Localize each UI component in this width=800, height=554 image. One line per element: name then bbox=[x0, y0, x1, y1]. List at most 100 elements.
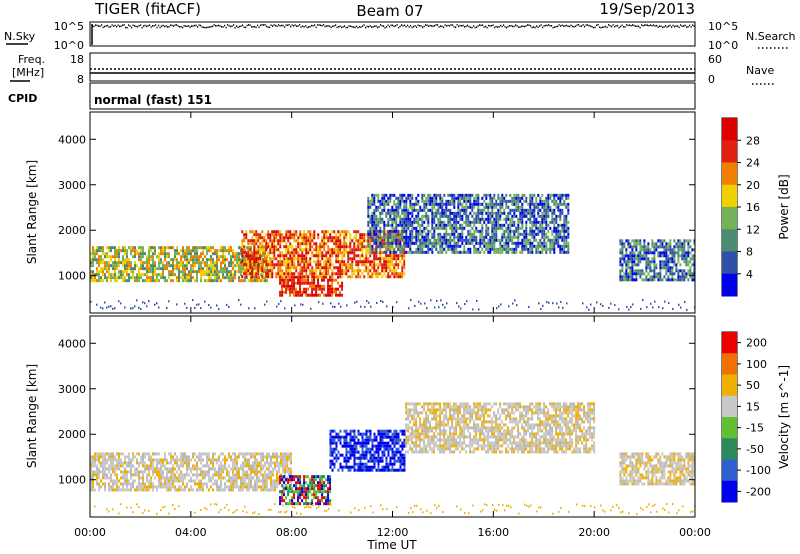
heatmap-cell bbox=[309, 242, 312, 246]
heatmap-cell bbox=[389, 263, 392, 267]
heatmap-cell bbox=[557, 205, 560, 209]
heatmap-cell bbox=[100, 267, 102, 271]
heatmap-cell bbox=[533, 244, 536, 248]
noise-point bbox=[372, 26, 374, 28]
heatmap-cell bbox=[343, 263, 346, 267]
heatmap-cell bbox=[144, 273, 146, 277]
heatmap-cell bbox=[154, 470, 156, 474]
noise-point bbox=[546, 24, 548, 27]
heatmap-cell bbox=[689, 269, 692, 273]
heatmap-cell bbox=[331, 230, 334, 234]
heatmap-cell bbox=[271, 266, 274, 270]
heatmap-cell bbox=[148, 276, 150, 280]
heatmap-cell bbox=[114, 455, 116, 459]
heatmap-cell bbox=[301, 233, 304, 237]
heatmap-cell bbox=[355, 248, 358, 252]
heatmap-cell bbox=[277, 254, 280, 258]
heatmap-cell bbox=[330, 302, 332, 305]
heatmap-cell bbox=[405, 235, 408, 239]
heatmap-cell bbox=[527, 208, 530, 212]
heatmap-cell bbox=[192, 467, 194, 471]
heatmap-cell bbox=[261, 236, 264, 240]
heatmap-cell bbox=[285, 281, 288, 285]
noise-point bbox=[135, 25, 137, 28]
heatmap-cell bbox=[182, 267, 184, 271]
heatmap-cell bbox=[224, 267, 226, 271]
heatmap-cell bbox=[635, 254, 638, 258]
heatmap-cell bbox=[124, 270, 126, 274]
heatmap-cell bbox=[148, 300, 150, 303]
heatmap-cell bbox=[208, 476, 210, 480]
heatmap-cell bbox=[431, 202, 434, 206]
heatmap-cell bbox=[104, 301, 106, 304]
heatmap-cell bbox=[691, 272, 694, 276]
heatmap-cell bbox=[289, 254, 292, 258]
heatmap-cell bbox=[403, 235, 406, 239]
noise-point bbox=[155, 24, 157, 26]
heatmap-cell bbox=[279, 290, 282, 294]
heatmap-cell bbox=[116, 476, 118, 480]
heatmap-cell bbox=[257, 272, 260, 276]
heatmap-cell bbox=[289, 275, 292, 279]
heatmap-cell bbox=[359, 236, 362, 240]
heatmap-cell bbox=[377, 229, 380, 233]
heatmap-cell bbox=[445, 202, 448, 206]
heatmap-cell bbox=[453, 235, 456, 239]
heatmap-cell bbox=[263, 245, 266, 249]
heatmap-cell bbox=[216, 276, 218, 280]
heatmap-cell bbox=[447, 238, 450, 242]
heatmap-cell bbox=[679, 278, 682, 282]
heatmap-cell bbox=[266, 270, 268, 274]
heatmap-cell bbox=[529, 211, 532, 215]
heatmap-cell bbox=[477, 208, 480, 212]
heatmap-cell bbox=[515, 235, 518, 239]
heatmap-cell bbox=[310, 307, 312, 310]
noise-point bbox=[425, 24, 427, 26]
heatmap-cell bbox=[669, 260, 672, 264]
heatmap-cell bbox=[160, 476, 162, 480]
heatmap-cell bbox=[128, 479, 130, 483]
heatmap-cell bbox=[499, 244, 502, 248]
heatmap-cell bbox=[347, 251, 350, 255]
heatmap-cell bbox=[343, 245, 346, 249]
heatmap-cell bbox=[122, 270, 124, 274]
heatmap-cell bbox=[102, 246, 104, 250]
colorbar-swatch bbox=[722, 118, 737, 141]
noise-point bbox=[363, 24, 365, 26]
heatmap-cell bbox=[337, 242, 340, 246]
heatmap-cell bbox=[269, 233, 272, 237]
heatmap-cell bbox=[240, 279, 242, 283]
noise-point bbox=[518, 26, 520, 28]
heatmap-cell bbox=[186, 267, 188, 271]
heatmap-cell bbox=[533, 238, 536, 242]
heatmap-cell bbox=[495, 217, 498, 221]
heatmap-cell bbox=[230, 273, 232, 277]
heatmap-cell bbox=[262, 258, 264, 262]
heatmap-cell bbox=[459, 250, 462, 254]
heatmap-cell bbox=[204, 473, 206, 477]
noise-point bbox=[651, 24, 653, 27]
heatmap-cell bbox=[118, 458, 120, 462]
heatmap-cell bbox=[180, 258, 182, 262]
freq-panel bbox=[89, 52, 696, 82]
heatmap-cell bbox=[473, 199, 476, 203]
heatmap-cell bbox=[138, 273, 140, 277]
noise-point bbox=[669, 24, 671, 27]
heatmap-cell bbox=[687, 278, 690, 282]
heatmap-cell bbox=[184, 485, 186, 489]
heatmap-cell bbox=[257, 269, 260, 273]
heatmap-cell bbox=[269, 257, 272, 261]
noise-point bbox=[309, 25, 311, 28]
heatmap-cell bbox=[192, 246, 194, 250]
heatmap-cell bbox=[371, 226, 374, 230]
heatmap-cell bbox=[164, 452, 166, 456]
heatmap-cell bbox=[198, 264, 200, 268]
heatmap-cell bbox=[176, 279, 178, 283]
heatmap-cell bbox=[112, 455, 114, 459]
heatmap-cell bbox=[136, 473, 138, 477]
heatmap-cell bbox=[108, 276, 110, 280]
heatmap-cell bbox=[192, 473, 194, 477]
heatmap-cell bbox=[222, 255, 224, 259]
heatmap-cell bbox=[427, 241, 430, 245]
heatmap-cell bbox=[641, 269, 644, 273]
